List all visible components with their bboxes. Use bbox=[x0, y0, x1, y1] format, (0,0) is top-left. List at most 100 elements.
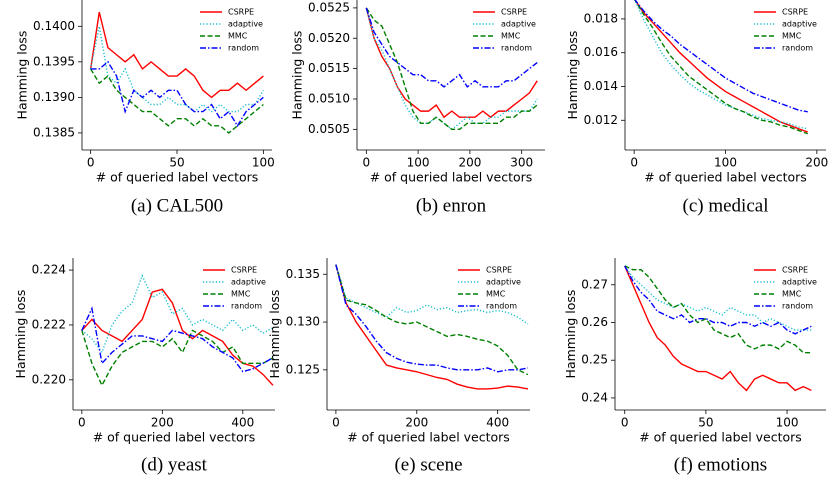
y-axis-label: Hamming loss bbox=[267, 290, 282, 379]
legend-label: CSRPE bbox=[486, 266, 512, 275]
x-tick-label: 0 bbox=[332, 416, 340, 430]
legend-label: random bbox=[782, 302, 813, 311]
series-line bbox=[89, 11, 264, 99]
y-tick-label: 0.0525 bbox=[308, 0, 350, 14]
legend-label: CSRPE bbox=[231, 266, 257, 275]
y-tick-label: 0.1395 bbox=[33, 54, 75, 68]
legend-label: MMC bbox=[501, 32, 521, 41]
x-tick-label: 200 bbox=[805, 156, 828, 170]
caption: (c) medical bbox=[683, 195, 769, 216]
series-line bbox=[365, 7, 538, 88]
x-tick-label: 400 bbox=[486, 416, 509, 430]
plot-area bbox=[365, 7, 538, 131]
x-axis-label: # of queried label vectors bbox=[644, 170, 807, 185]
plot-area bbox=[633, 0, 808, 135]
y-tick-label: 0.25 bbox=[581, 353, 608, 367]
y-tick-label: 0.0510 bbox=[308, 91, 350, 105]
panel: 0.24 0.25 0.26 0.27 0 50 100# of queried label… bbox=[563, 258, 826, 475]
plot-area bbox=[624, 265, 812, 392]
legend-label: adaptive bbox=[501, 20, 536, 29]
x-axis-label: # of queried label vectors bbox=[96, 170, 259, 185]
caption: (a) CAL500 bbox=[131, 195, 223, 216]
legend-label: random bbox=[228, 44, 259, 53]
series-line bbox=[335, 264, 529, 373]
legend-label: adaptive bbox=[228, 20, 263, 29]
x-tick-label: 0 bbox=[78, 416, 86, 430]
legend-label: MMC bbox=[228, 32, 248, 41]
y-axis-label: Hamming loss bbox=[563, 290, 578, 379]
caption: (b) enron bbox=[416, 195, 487, 216]
x-tick-label: 50 bbox=[698, 416, 713, 430]
y-tick-label: 0.135 bbox=[286, 267, 320, 281]
y-tick-label: 0.130 bbox=[286, 315, 320, 329]
legend-label: adaptive bbox=[782, 20, 817, 29]
x-tick-label: 100 bbox=[407, 156, 430, 170]
legend-label: random bbox=[501, 44, 532, 53]
x-tick-label: 200 bbox=[458, 156, 481, 170]
y-axis-label: Hamming loss bbox=[13, 290, 28, 379]
x-tick-label: 0 bbox=[87, 156, 95, 170]
y-tick-label: 0.125 bbox=[286, 362, 320, 376]
series-line bbox=[634, 0, 808, 135]
series-line bbox=[81, 329, 274, 387]
x-tick-label: 100 bbox=[714, 156, 737, 170]
x-axis-label: # of queried label vectors bbox=[370, 170, 533, 185]
plot-area bbox=[89, 11, 264, 134]
x-tick-label: 0 bbox=[630, 156, 638, 170]
series-line bbox=[81, 273, 274, 354]
x-tick-label: 50 bbox=[169, 156, 184, 170]
x-tick-label: 0 bbox=[363, 156, 371, 170]
y-tick-label: 0.012 bbox=[584, 113, 618, 127]
y-tick-label: 0.0520 bbox=[308, 31, 350, 45]
panel: 0.1385 0.1390 0.1395 0.1400 0 50 100# of queri… bbox=[15, 0, 275, 216]
y-tick-label: 0.1385 bbox=[33, 125, 75, 139]
series-line bbox=[335, 264, 529, 376]
legend-label: CSRPE bbox=[501, 8, 527, 17]
y-tick-label: 0.1400 bbox=[33, 19, 75, 33]
series-line bbox=[624, 265, 812, 335]
series-line bbox=[624, 265, 812, 392]
legend-label: random bbox=[782, 44, 813, 53]
x-axis-label: # of queried label vectors bbox=[639, 430, 802, 445]
y-tick-label: 0.220 bbox=[32, 372, 66, 386]
y-tick-label: 0.24 bbox=[581, 390, 608, 404]
y-tick-label: 0.27 bbox=[581, 277, 608, 291]
series-line bbox=[335, 264, 529, 390]
panel: 0.125 0.130 0.135 0 200 400# of queried label… bbox=[267, 258, 530, 475]
series-line bbox=[365, 7, 538, 119]
x-tick-label: 200 bbox=[405, 416, 428, 430]
x-tick-label: 400 bbox=[231, 416, 254, 430]
caption: (e) scene bbox=[394, 454, 462, 475]
x-tick-label: 100 bbox=[252, 156, 275, 170]
caption: (d) yeast bbox=[141, 454, 208, 475]
x-axis-label: # of queried label vectors bbox=[93, 430, 256, 445]
series-line bbox=[90, 60, 264, 128]
y-tick-label: 0.016 bbox=[584, 45, 618, 59]
series-line bbox=[624, 265, 812, 331]
y-tick-label: 0.0515 bbox=[308, 61, 350, 75]
y-axis-label: Hamming loss bbox=[290, 31, 305, 120]
caption: (f) emotions bbox=[674, 454, 767, 475]
series-line bbox=[634, 0, 808, 113]
y-tick-label: 0.224 bbox=[32, 263, 66, 277]
legend-label: MMC bbox=[782, 290, 802, 299]
y-axis-label: Hamming loss bbox=[565, 31, 580, 120]
legend-label: MMC bbox=[782, 32, 802, 41]
y-axis-label: Hamming loss bbox=[15, 31, 30, 120]
y-tick-label: 0.222 bbox=[32, 317, 66, 331]
y-tick-label: 0.0505 bbox=[308, 122, 350, 136]
legend-label: MMC bbox=[486, 290, 506, 299]
legend-label: random bbox=[231, 302, 262, 311]
plot-area bbox=[81, 273, 274, 387]
y-tick-label: 0.014 bbox=[584, 79, 618, 93]
legend-label: adaptive bbox=[231, 278, 266, 287]
panel: 0.012 0.014 0.016 0.018 0 100 200# of queried … bbox=[565, 0, 828, 216]
panel: 0.220 0.222 0.224 0 200 400# of queried label… bbox=[13, 258, 275, 475]
series-line bbox=[634, 0, 808, 133]
legend-label: adaptive bbox=[782, 278, 817, 287]
series-line bbox=[90, 68, 264, 134]
panel: 0.0505 0.0510 0.0515 0.0520 0.0525 0 100 200 300… bbox=[290, 0, 545, 216]
y-tick-label: 0.26 bbox=[581, 315, 608, 329]
